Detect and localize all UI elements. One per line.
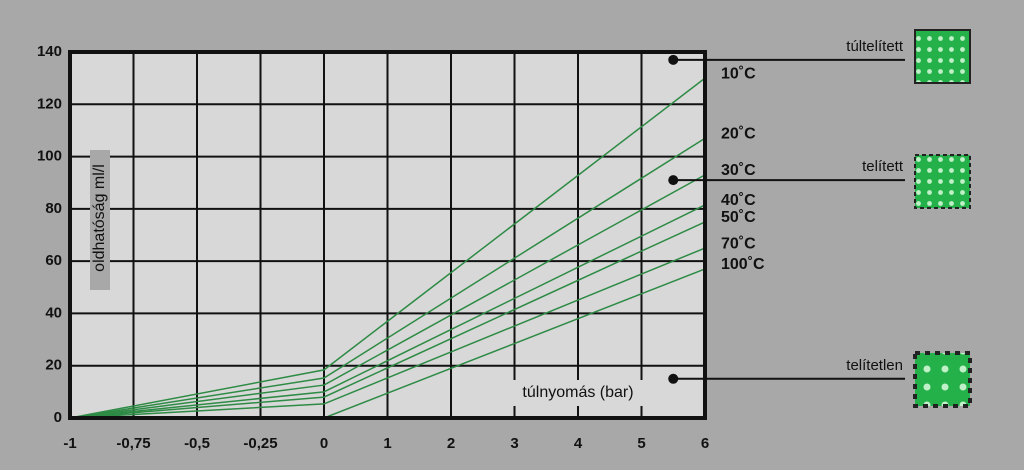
x-tick-label: 6	[701, 435, 709, 452]
annotation-dot	[668, 373, 679, 384]
x-tick-label: 1	[383, 435, 391, 452]
series-label: 20˚C	[721, 125, 756, 142]
y-tick-label: 140	[37, 43, 62, 60]
series-line	[69, 137, 706, 419]
annotation-label: telített	[862, 158, 904, 175]
annotation-dot	[668, 54, 679, 65]
y-label-bg	[90, 150, 110, 290]
x-tick-label: 2	[447, 435, 455, 452]
x-axis-label: túlnyomás (bar)	[522, 384, 633, 401]
series-label: 70˚C	[721, 235, 756, 252]
y-tick-label: 100	[37, 148, 62, 165]
series-line	[69, 174, 706, 419]
series-label: 30˚C	[721, 162, 756, 179]
lines	[69, 77, 706, 419]
series-line	[69, 77, 706, 419]
series-label: 10˚C	[721, 65, 756, 82]
series-label: 50˚C	[721, 209, 756, 226]
series-line	[69, 221, 706, 419]
y-tick-label: 40	[45, 304, 62, 321]
x-tick-label: 5	[637, 435, 645, 452]
y-tick-label: 0	[54, 409, 62, 426]
y-axis-label: oldhatóság ml/l	[91, 164, 108, 272]
y-tick-label: 20	[45, 357, 62, 374]
series-line	[69, 247, 706, 419]
x-tick-label: -1	[63, 435, 76, 452]
annotation-label: telítetlen	[846, 357, 903, 374]
series-line	[69, 204, 706, 419]
y-tick-label: 80	[45, 200, 62, 217]
plot-border	[68, 50, 707, 420]
x-label-bg	[495, 380, 665, 406]
series-label: 100˚C	[721, 256, 765, 273]
x-tick-label: 0	[320, 435, 328, 452]
x-tick-label: -0,5	[184, 435, 210, 452]
annotation-label: túltelített	[846, 38, 904, 55]
annotation-dot	[668, 175, 679, 186]
swatch-saturated	[914, 154, 971, 209]
swatch-supersaturated	[914, 29, 971, 84]
y-tick-label: 60	[45, 252, 62, 269]
x-tick-label: -0,25	[243, 435, 277, 452]
x-tick-label: 3	[510, 435, 518, 452]
swatch-unsaturated	[913, 351, 972, 408]
y-tick-label: 120	[37, 95, 62, 112]
x-tick-label: 4	[574, 435, 583, 452]
x-tick-label: -0,75	[116, 435, 150, 452]
series-label: 40˚C	[721, 192, 756, 209]
